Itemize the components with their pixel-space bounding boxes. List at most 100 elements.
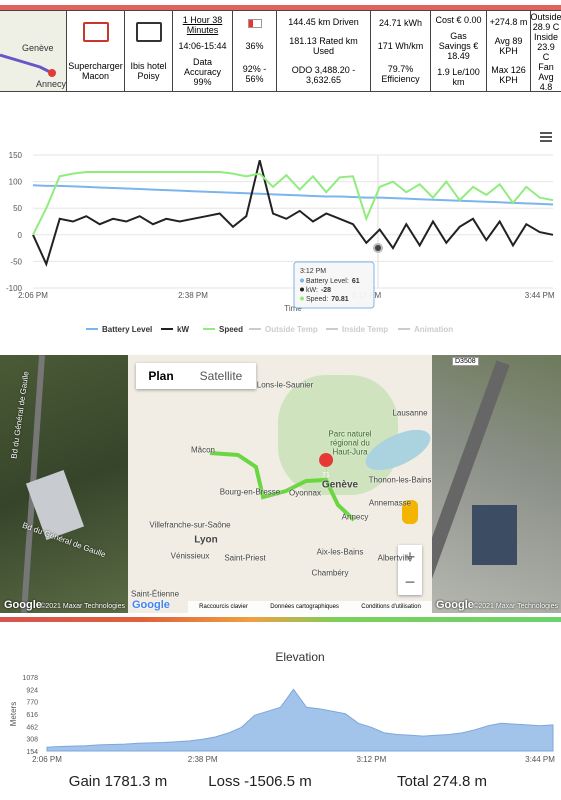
top-bar — [0, 5, 561, 10]
x-tick-label: 3:44 PM — [525, 755, 555, 764]
tooltip-value: 70.81 — [331, 296, 349, 303]
tooltip — [293, 261, 375, 309]
marker — [319, 453, 334, 483]
place-label: Thonon-les-Bains — [368, 475, 432, 485]
place-label: Oyonnax — [288, 488, 322, 498]
trip-value: Outside 28.9 C — [530, 12, 561, 32]
tooltip-name: Speed: — [306, 296, 328, 303]
tooltip-name: kW: — [306, 287, 318, 294]
place-label: Annecy — [341, 512, 369, 522]
tooltip-item: kW: -28 — [306, 287, 331, 294]
trip-value: Gas Savings € 18.49 — [438, 31, 479, 61]
y-tick-label: 924 — [26, 687, 38, 694]
place-label: Parc naturel régional du Haut-Jura — [328, 429, 372, 457]
trip-value: Max 126 KPH — [491, 65, 526, 86]
icon — [135, 21, 162, 42]
map-plan: 71 Plan Satellite + − Raccourcis clavier … — [128, 355, 432, 613]
route: 71 — [209, 451, 356, 522]
summary-stat: Total 274.8 m — [397, 773, 487, 790]
icon — [82, 21, 109, 42]
place-label: Lyon — [194, 534, 218, 546]
trip-value: 1 Hour 38 Minutes — [182, 15, 223, 35]
trip-value: Inside 23.9 C — [533, 32, 559, 62]
footer-link[interactable]: Données cartographiques — [270, 604, 339, 610]
credit: ©2021 Maxar Technologies — [473, 603, 558, 610]
place-label: Vénissieux — [170, 551, 210, 561]
tab[interactable]: Plan — [148, 369, 174, 383]
y-axis-label: Meters — [9, 702, 18, 726]
place-label: Saint-Priest — [224, 553, 266, 563]
legend-label: Battery Level — [102, 325, 152, 334]
marker-label: 71 — [322, 472, 330, 479]
place-label: Genève — [22, 43, 54, 53]
trip-value: Avg 89 KPH — [494, 35, 523, 56]
trip-value: 181.13 Rated km Used — [289, 35, 358, 56]
tooltip-bullet — [300, 278, 304, 283]
legend-label: Animation — [414, 325, 453, 334]
satellite-right: D3508 Google ©2021 Maxar Technologies — [432, 355, 561, 613]
line-series — [32, 171, 554, 236]
x-tick-label: 2:38 PM — [178, 291, 208, 300]
trip-column: 144.45 km Driven 181.13 Rated km Used ODO … — [276, 11, 370, 91]
map-thumbnail: Genève Annecy — [0, 11, 66, 91]
pegman[interactable] — [402, 500, 418, 524]
tooltip-title: 3:12 PM — [300, 268, 326, 275]
menu-icon[interactable] — [540, 132, 552, 142]
satellite-left: Bd du Général de Gaulle Bd du Général de… — [0, 355, 128, 613]
trip-value: ODO 3,488.20 - 3,632.65 — [291, 65, 356, 86]
area-series — [46, 688, 554, 752]
x-axis-label: Time — [284, 304, 302, 313]
trip-value: 79.7% Efficiency — [381, 63, 420, 84]
place-label: Mâcon — [190, 445, 216, 455]
tooltip-name: Battery Level: — [306, 278, 349, 285]
y-tick-label: 50 — [13, 204, 22, 213]
footer-link[interactable]: Conditions d'utilisation — [361, 604, 421, 610]
y-tick-label: -100 — [6, 284, 23, 293]
x-tick-label: 3:44 PM — [525, 291, 555, 300]
trip-value: 36% — [245, 40, 264, 51]
trip-column: Ibis hotel Poisy — [124, 11, 172, 91]
y-tick-label: 616 — [26, 712, 38, 719]
legend-label: kW — [177, 325, 189, 334]
trip-column: 36% 92% - 56% — [232, 11, 276, 91]
place-label: Lons-le-Saunier — [256, 380, 314, 390]
place-label: Lausanne — [392, 408, 428, 418]
trip-summary: Genève Annecy Supercharger Macon Ibis hotel… — [0, 10, 561, 92]
forest — [278, 375, 398, 495]
trip-column: Cost € 0.00 Gas Savings € 18.49 1.9 Le/100… — [430, 11, 486, 91]
x-tick-label: 2:06 PM — [32, 755, 62, 764]
place-label: Annecy — [36, 79, 66, 89]
trip-value: +274.8 m — [489, 16, 528, 27]
legend-label: Outside Temp — [265, 325, 318, 334]
y-tick-label: 308 — [26, 737, 38, 744]
trip-column: Outside 28.9 C Inside 23.9 C Fan Avg 4.8 — [530, 11, 561, 91]
y-tick-label: 0 — [18, 231, 23, 240]
summary-stat: Gain 1781.3 m — [69, 773, 167, 790]
tooltip-item: Speed: 70.81 — [306, 296, 349, 303]
building — [472, 505, 517, 565]
trip-value: 171 Wh/km — [377, 40, 424, 51]
line-series — [32, 184, 554, 206]
place-label: Genève — [321, 479, 359, 491]
summary-stat: Loss -1506.5 m — [208, 773, 311, 790]
trip-value: 14:06-15:44 — [178, 41, 227, 51]
y-tick-label: 462 — [26, 724, 38, 731]
battery-icon — [247, 18, 262, 28]
zoom-in[interactable]: + − — [398, 545, 422, 595]
x-tick-label: 2:06 PM — [18, 291, 48, 300]
tab[interactable]: Satellite — [199, 369, 243, 383]
street-label: Bd du Général de Gaulle — [9, 370, 31, 460]
credit: ©2021 Maxar Technologies — [40, 603, 125, 610]
place-label: Albertville — [377, 553, 413, 563]
road-shield: D3508 — [452, 357, 479, 366]
tooltip-value: 61 — [352, 278, 360, 285]
logo: Google — [4, 599, 42, 611]
trip-column: 1 Hour 38 Minutes 14:06-15:44 Data Accurac… — [172, 11, 232, 91]
route-line — [209, 451, 356, 522]
route-line — [0, 53, 53, 75]
thumbnail-map: Genève Annecy — [0, 43, 66, 89]
place-label: Bourg-en-Bresse — [219, 487, 281, 497]
footer-link[interactable]: Raccourcis clavier — [199, 604, 248, 610]
